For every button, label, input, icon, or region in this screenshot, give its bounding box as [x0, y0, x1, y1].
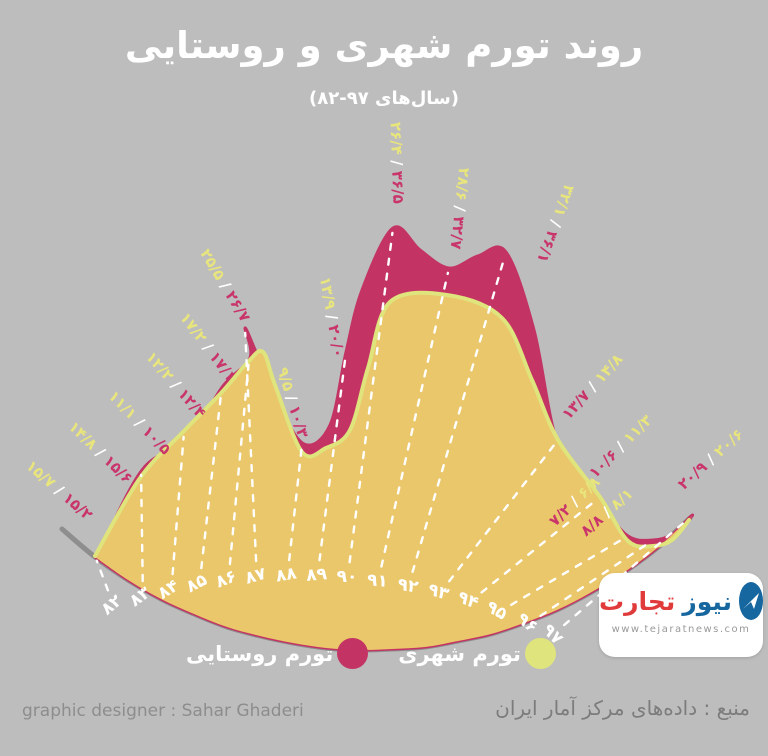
value-label-۸۶: ۱۷/۲ / ۱۷/۱ — [176, 309, 240, 385]
value-label-۸۲: ۱۵/۷ / ۱۵/۲ — [22, 457, 96, 524]
year-guide-line-۸۵ — [200, 389, 223, 570]
year-guide-line-۹۰ — [348, 231, 394, 564]
urban-area — [95, 292, 693, 651]
value-label-۹۰: ۲۶/۴ / ۳۶/۵ — [387, 122, 408, 204]
logo-url: www.tejaratnews.com — [611, 624, 751, 635]
year-label-۸۸: ۸۸ — [274, 563, 299, 586]
year-guide-line-۸۹ — [318, 355, 347, 562]
year-guide-line-۹۵ — [510, 537, 625, 606]
year-guide-line-۸۸ — [288, 447, 303, 562]
year-label-۹۱: ۹۱ — [366, 570, 388, 592]
page-subtitle: (سال‌های ۹۷-۸۲) — [309, 88, 459, 109]
year-label-۸۲: ۸۲ — [97, 590, 126, 619]
year-label-۹۰: ۹۰ — [337, 567, 358, 587]
legend-item-urban: تورم شهری — [398, 638, 556, 669]
arrow-icon — [738, 582, 763, 620]
value-label-۹۴: ۱۰/۶ / ۱۱/۳ — [585, 411, 656, 482]
year-guide-line-۹۶ — [539, 541, 651, 617]
urban-line — [93, 290, 691, 558]
value-label-۸۵: ۱۲/۲ / ۱۲/۴ — [142, 348, 209, 422]
designer-credit: graphic designer : Sahar Ghaderi — [22, 701, 304, 721]
legend-dot-rural-icon — [337, 638, 369, 669]
year-guide-line-۸۲ — [95, 559, 110, 592]
tejaratnews-logo: تجارت نیوز www.tejaratnews.com — [599, 573, 763, 657]
value-label-۸۷: ۲۵/۵ / ۲۶/۷ — [196, 246, 254, 325]
year-guide-line-۸۳ — [139, 473, 144, 583]
year-guide-line-۹۱ — [380, 271, 450, 568]
legend-label-rural: تورم روستایی — [186, 641, 334, 666]
legend: تورم روستایی تورم شهری — [186, 638, 556, 669]
value-label-۹۷: ۲۰/۹ / ۲۰/۶ — [674, 425, 747, 493]
year-label-۹۲: ۹۲ — [396, 574, 421, 597]
year-guide-line-۸۶ — [228, 363, 250, 566]
page-title: روند تورم شهری و روستایی — [124, 24, 644, 67]
legend-dot-urban-icon — [524, 638, 556, 669]
value-label-۸۳: ۱۴/۸ / ۱۵/۶ — [65, 418, 136, 488]
value-label-۹۳: ۱۳/۷ / ۱۴/۸ — [558, 350, 626, 423]
logo-word-tejarat: تجارت — [599, 586, 676, 616]
year-guide-line-۹۲ — [411, 255, 506, 573]
source-credit: منبع : داده‌های مرکز آمار ایران — [495, 696, 750, 720]
year-guide-line-۹۴ — [480, 498, 598, 594]
logo-word-news: نیوز — [682, 586, 732, 616]
year-label-۸۹: ۸۹ — [305, 564, 328, 586]
legend-item-rural: تورم روستایی — [186, 638, 369, 669]
value-label-۹۲: ۳۲/۱ / ۳۶/۱ — [533, 182, 578, 265]
value-label-۸۴: ۱۱/۱ / ۱۰/۵ — [105, 387, 175, 458]
year-guide-line-۹۳ — [448, 442, 557, 583]
value-label-۸۹: ۱۳/۹ / ۲۰/۰ — [316, 275, 348, 359]
legend-label-urban: تورم شهری — [398, 641, 521, 666]
value-label-۹۱: ۲۸/۶ / ۳۲/۷ — [447, 167, 473, 250]
